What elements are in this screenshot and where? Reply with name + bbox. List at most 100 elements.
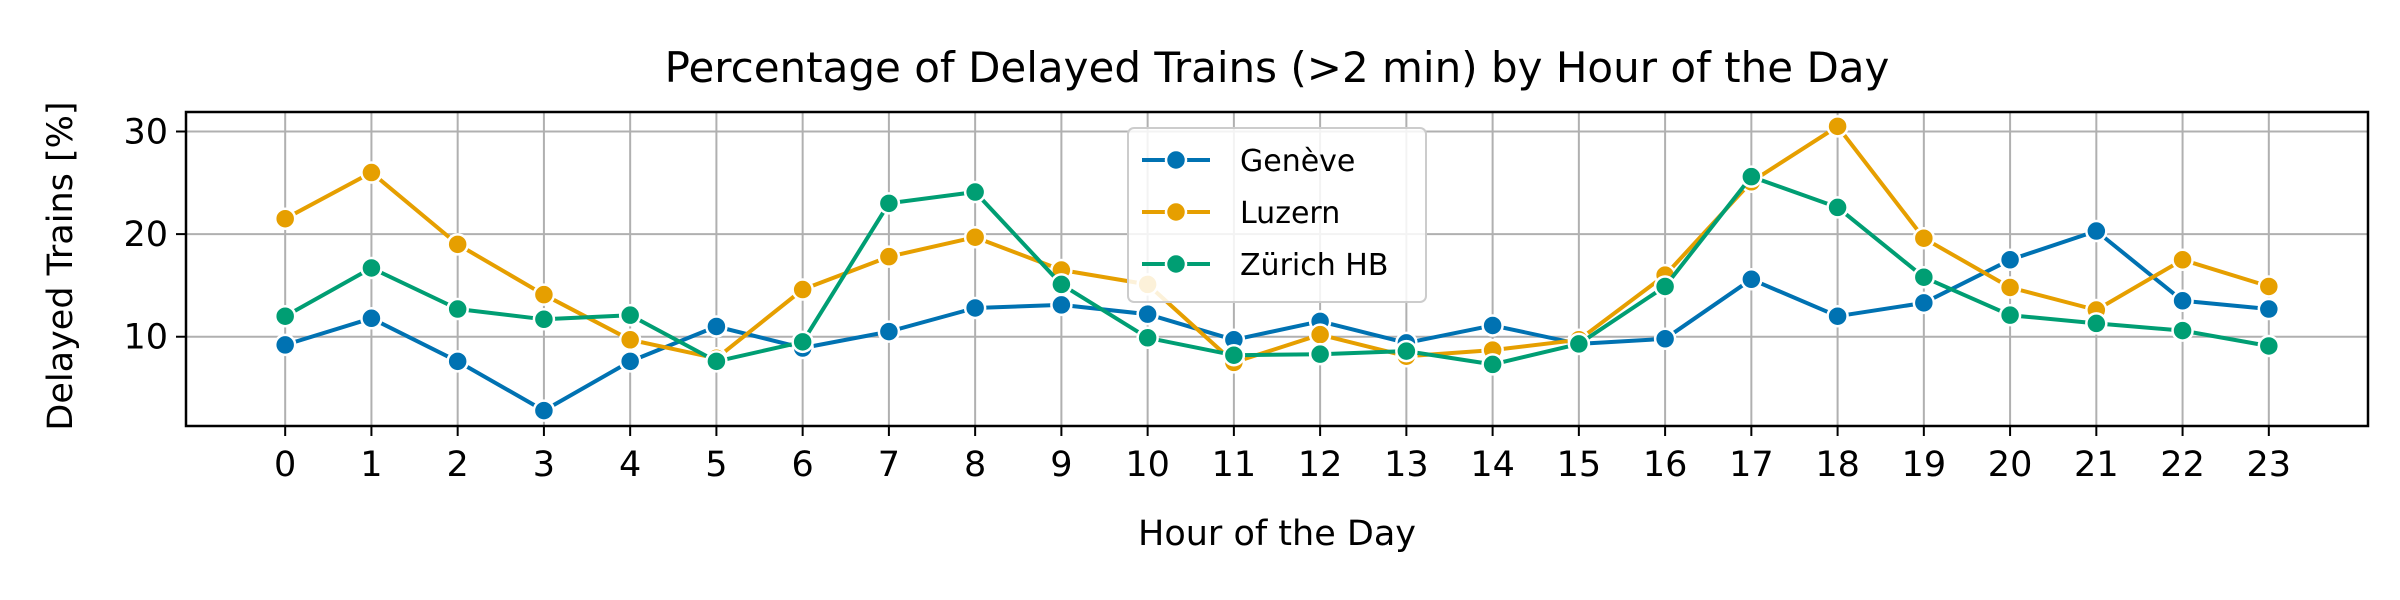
x-tick-label: 12 — [1298, 445, 1343, 485]
data-point — [273, 207, 297, 230]
x-tick-label: 21 — [2074, 445, 2119, 485]
data-point — [2257, 297, 2281, 321]
data-point — [1826, 304, 1849, 328]
data-point — [877, 192, 901, 215]
data-point — [360, 307, 383, 330]
plot-frame — [184, 110, 2370, 428]
data-point — [1136, 302, 1159, 326]
data-point — [791, 330, 814, 354]
x-tick-label: 20 — [1988, 445, 2033, 485]
data-point — [1740, 268, 1763, 291]
series-2 — [273, 165, 2281, 376]
data-point — [963, 225, 987, 249]
data-point — [791, 278, 814, 301]
y-axis-label: Delayed Trains [%] — [41, 101, 81, 430]
x-tick-label: 19 — [1902, 445, 1947, 485]
data-point — [446, 233, 469, 256]
data-point — [273, 304, 297, 328]
x-tick-label: 22 — [2160, 445, 2205, 485]
legend: Genève Luzern Zürich HB — [1127, 127, 1427, 303]
data-point — [532, 399, 556, 422]
data-point — [1998, 276, 2022, 299]
series-line — [284, 174, 2270, 367]
legend-marker — [1164, 252, 1188, 276]
data-point — [1653, 275, 1677, 298]
series-line — [284, 229, 2269, 413]
x-tick-label: 0 — [274, 445, 296, 485]
data-point — [1308, 342, 1332, 366]
y-tick-label: 20 — [123, 215, 168, 255]
data-point — [2085, 219, 2108, 243]
data-point — [1912, 226, 1936, 250]
data-point — [705, 350, 728, 373]
data-point — [1050, 273, 1073, 296]
x-tick-label: 2 — [447, 445, 469, 485]
data-point — [532, 283, 556, 306]
data-point — [532, 308, 556, 331]
data-point — [2257, 275, 2281, 298]
data-point — [1826, 115, 1849, 138]
x-tick-label: 9 — [1050, 445, 1072, 485]
x-tick-label: 4 — [619, 445, 641, 485]
data-point — [2257, 334, 2281, 358]
data-point — [360, 161, 383, 184]
data-point — [1136, 326, 1159, 350]
data-point — [1912, 265, 1936, 289]
series-line — [284, 124, 2270, 365]
data-point — [1826, 196, 1849, 219]
data-point — [2171, 289, 2194, 313]
legend-label: Zürich HB — [1240, 248, 1388, 283]
data-point — [963, 180, 987, 204]
data-point — [877, 320, 901, 343]
data-point — [1050, 293, 1073, 317]
data-point — [618, 350, 642, 373]
data-point — [446, 297, 469, 321]
data-point — [2085, 312, 2108, 335]
data-point — [360, 256, 383, 280]
y-axis: 10 20 30 — [123, 112, 186, 358]
y-tick-label: 30 — [123, 112, 168, 152]
x-tick-label: 3 — [533, 445, 555, 485]
data-point — [1653, 327, 1677, 351]
data-point — [618, 303, 642, 327]
x-tick-label: 15 — [1557, 445, 1602, 485]
data-point — [877, 245, 901, 268]
data-point — [2171, 248, 2194, 272]
legend-label: Luzern — [1240, 196, 1340, 231]
data-point — [1481, 314, 1504, 337]
data-point — [705, 315, 728, 338]
plot-series — [273, 115, 2281, 422]
data-point — [1308, 323, 1332, 346]
data-point — [1740, 165, 1763, 188]
legend-marker — [1164, 148, 1188, 172]
x-tick-label: 10 — [1125, 445, 1170, 485]
x-axis-label: Hour of the Day — [1138, 514, 1416, 554]
data-point — [1567, 332, 1591, 356]
x-tick-label: 1 — [360, 445, 382, 485]
chart-title: Percentage of Delayed Trains (>2 min) by… — [665, 43, 1890, 92]
data-point — [1998, 248, 2022, 272]
x-tick-label: 23 — [2247, 445, 2292, 485]
x-tick-label: 16 — [1643, 445, 1688, 485]
data-point — [963, 296, 987, 320]
x-tick-label: 14 — [1470, 445, 1515, 485]
legend-marker — [1164, 200, 1188, 224]
data-point — [1912, 291, 1936, 315]
x-tick-label: 7 — [878, 445, 900, 485]
legend-box — [1127, 127, 1427, 303]
data-point — [273, 333, 297, 357]
x-tick-label: 13 — [1384, 445, 1429, 485]
x-tick-label: 17 — [1729, 445, 1774, 485]
x-axis: 0 1 2 3 4 5 6 7 8 9 10 11 12 13 14 15 16 17 18 19 20 21 22 23 — [274, 426, 2291, 485]
data-point — [1481, 353, 1504, 376]
x-tick-label: 18 — [1815, 445, 1860, 485]
x-tick-label: 6 — [792, 445, 814, 485]
data-point — [618, 328, 642, 352]
data-point — [2171, 319, 2194, 342]
data-point — [1395, 339, 1418, 363]
data-point — [446, 350, 469, 373]
legend-label: Genève — [1240, 144, 1355, 179]
x-tick-label: 11 — [1212, 445, 1257, 485]
data-point — [1222, 343, 1246, 367]
